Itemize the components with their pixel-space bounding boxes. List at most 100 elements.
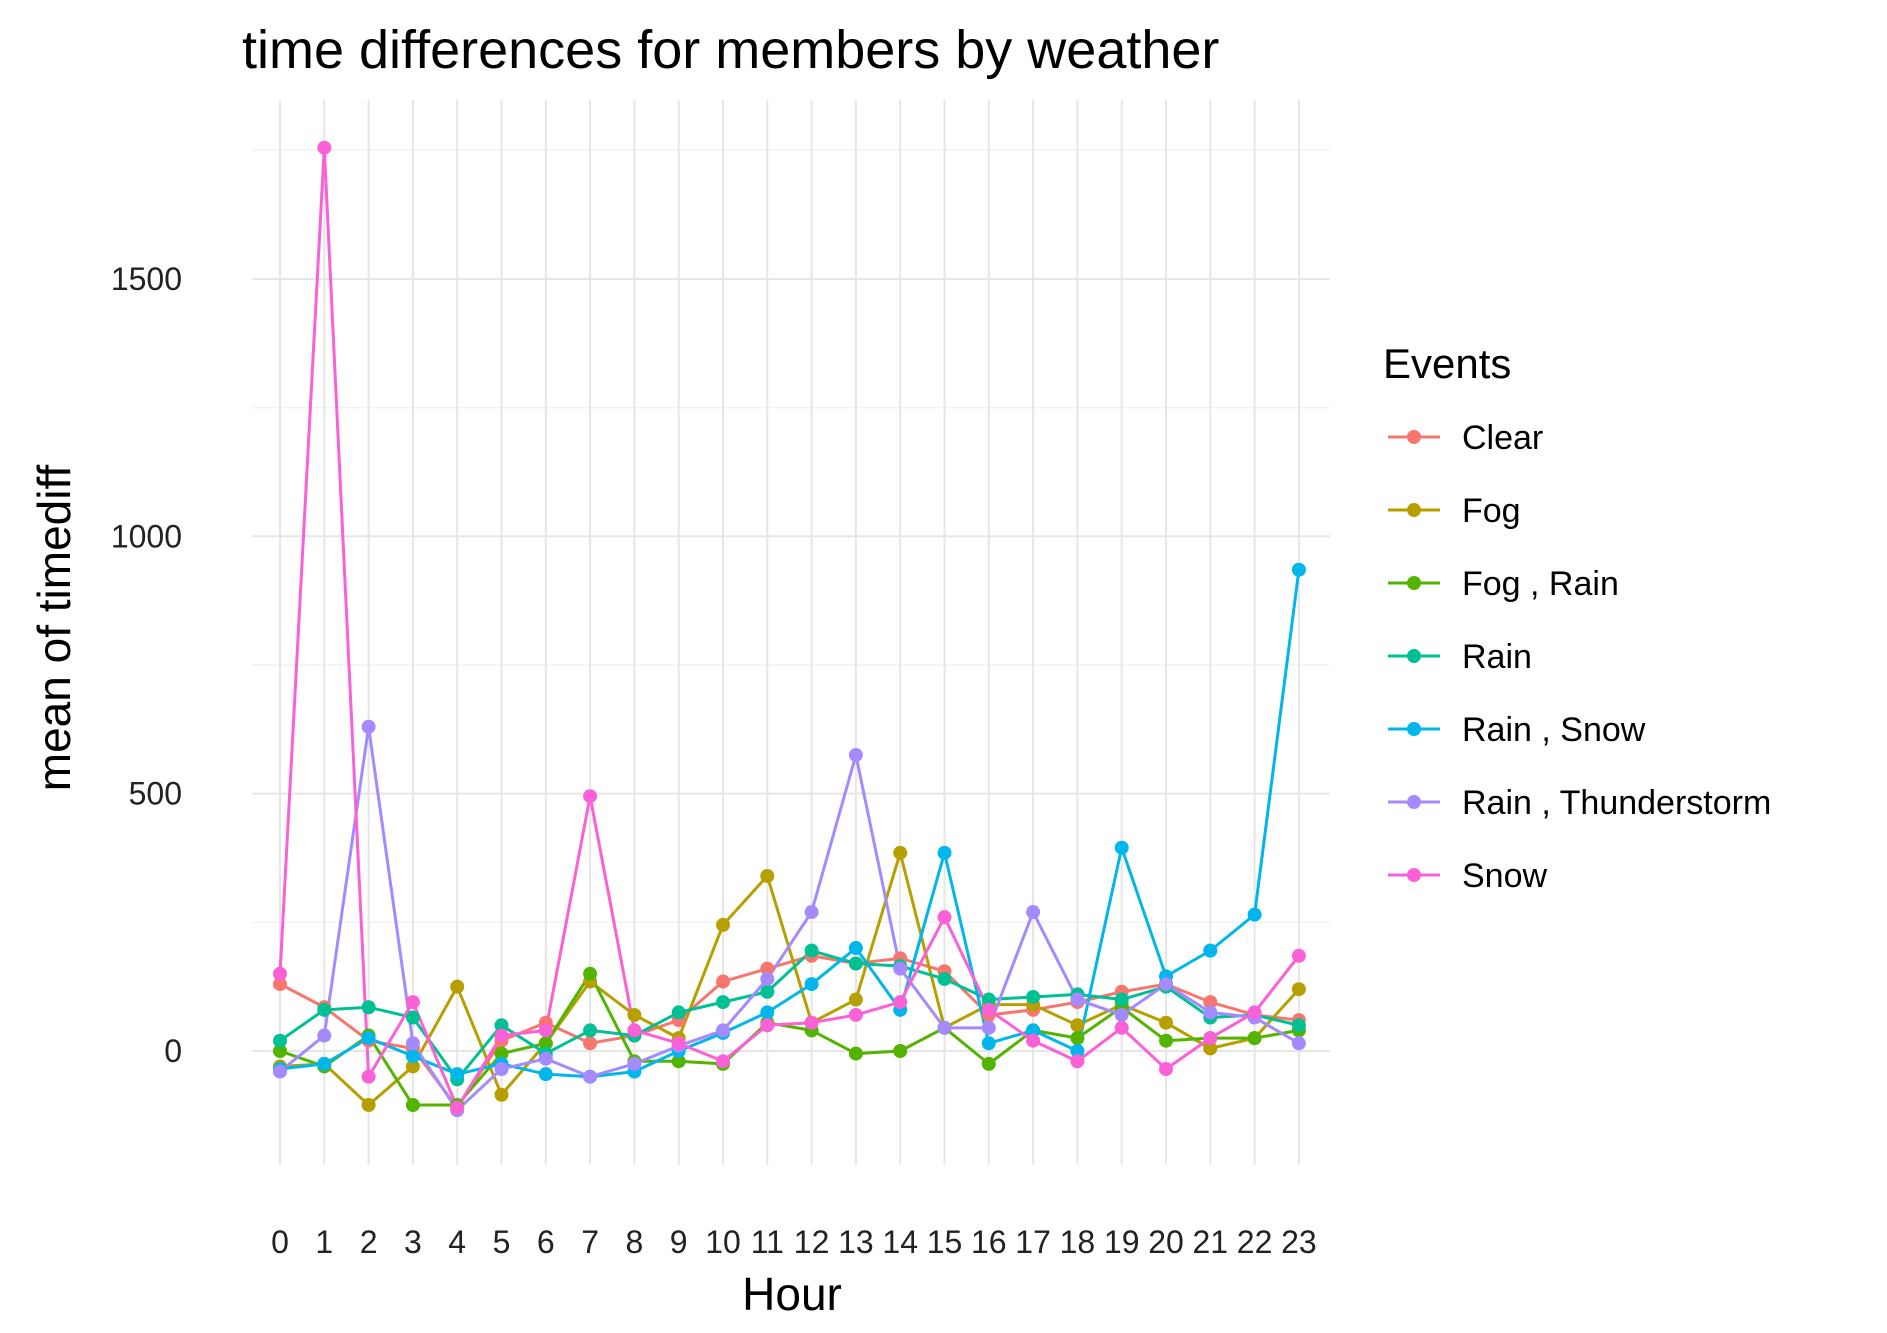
y-tick-label: 1000 (111, 518, 182, 554)
data-point-rain-thunderstorm (405, 1036, 420, 1051)
data-point-clear (273, 977, 287, 992)
data-point-rain (716, 995, 730, 1010)
data-point-rain-thunderstorm (538, 1051, 553, 1066)
data-point-rain-thunderstorm (317, 1028, 332, 1043)
data-point-rain-thunderstorm (937, 1020, 952, 1035)
data-point-rain-snow (981, 1036, 996, 1051)
series-line-rain-thunderstorm (279, 725, 1300, 1112)
data-point-clear (583, 1036, 598, 1051)
data-point-fog (1070, 1018, 1085, 1033)
data-point-rain-thunderstorm (1203, 1005, 1218, 1020)
data-point-rain-snow (1026, 1023, 1041, 1038)
legend-key-point (1407, 576, 1421, 590)
data-point-rain-thunderstorm (1070, 992, 1085, 1007)
data-point-rain-thunderstorm (1026, 905, 1041, 920)
data-point-rain-snow (760, 1005, 775, 1020)
legend-item-clear: Clear (1388, 419, 1543, 457)
legend-item-rain-snow: Rain , Snow (1388, 711, 1646, 749)
legend-key-point (1407, 430, 1421, 444)
legend: Events Clear Fog Fog , Rain Rain Rain , Snow… (1383, 340, 1771, 895)
data-point-snow (317, 140, 332, 155)
data-point-fog-rain (583, 966, 598, 981)
data-point-rain-thunderstorm (716, 1023, 730, 1038)
x-tick-label: 20 (1148, 1224, 1184, 1260)
data-point-clear (1203, 995, 1218, 1010)
data-point-rain-thunderstorm (893, 961, 908, 976)
data-point-rain (760, 984, 775, 999)
data-point-fog-rain (671, 1054, 686, 1069)
data-point-fog-rain (494, 1046, 509, 1061)
x-tick-label: 14 (882, 1224, 918, 1260)
x-axis-ticks: 0 1 2 3 4 5 6 7 8 9 10 11 12 13 14 15 16 17 18 19 20 21 22 23 (271, 1224, 1317, 1260)
legend-label: Rain , Snow (1462, 711, 1646, 749)
x-tick-label: 9 (670, 1224, 688, 1260)
data-point-snow (671, 1036, 686, 1051)
series-line-snow (278, 146, 1301, 1110)
legend-label: Clear (1462, 419, 1543, 457)
data-point-snow (273, 966, 287, 981)
data-point-snow (538, 1023, 553, 1038)
data-point-fog-rain (848, 1046, 863, 1061)
legend-item-fog: Fog (1388, 492, 1521, 530)
data-point-rain (361, 1000, 376, 1015)
data-point-rain-snow (1247, 907, 1262, 922)
data-point-snow (804, 1015, 819, 1030)
series-line-rain (279, 949, 1300, 1081)
x-tick-label: 2 (360, 1224, 378, 1260)
data-point-fog (1291, 982, 1306, 997)
data-point-snow (1291, 948, 1306, 963)
chart-title: time differences for members by weather (242, 20, 1219, 80)
data-point-rain (671, 1005, 686, 1020)
data-point-rain (1026, 989, 1041, 1004)
legend-item-rain-thunderstorm: Rain , Thunderstorm (1388, 784, 1771, 822)
y-axis-title: mean of timediff (28, 465, 80, 792)
x-tick-label: 19 (1104, 1224, 1140, 1260)
data-point-rain-thunderstorm (273, 1064, 287, 1079)
data-point-snow (583, 789, 598, 804)
legend-label: Fog (1462, 492, 1521, 530)
data-point-rain-snow (937, 845, 952, 860)
data-point-snow (716, 1054, 730, 1069)
data-point-rain (848, 956, 863, 971)
data-point-rain-thunderstorm (1291, 1036, 1306, 1051)
data-point-rain-snow (405, 1049, 420, 1064)
x-tick-label: 0 (271, 1224, 289, 1260)
data-point-fog (627, 1007, 642, 1022)
data-point-rain (804, 943, 819, 958)
data-point-rain-thunderstorm (804, 905, 819, 920)
legend-key-point (1407, 868, 1421, 882)
legend-item-rain: Rain (1388, 638, 1532, 676)
series-line-rain-snow (279, 569, 1301, 1079)
data-point-snow (981, 1002, 996, 1017)
data-point-fog (361, 1098, 376, 1113)
x-tick-label: 8 (626, 1224, 644, 1260)
data-point-snow (848, 1007, 863, 1022)
data-point-snow (361, 1069, 376, 1084)
legend-key-point (1407, 795, 1421, 809)
data-point-fog (450, 979, 465, 994)
data-point-rain-thunderstorm (1159, 977, 1173, 992)
data-point-snow (893, 995, 908, 1010)
data-point-snow (937, 910, 952, 925)
data-point-rain-thunderstorm (627, 1056, 642, 1071)
legend-item-snow: Snow (1388, 857, 1547, 895)
x-tick-label: 17 (1015, 1224, 1051, 1260)
x-tick-label: 3 (404, 1224, 422, 1260)
data-point-rain (273, 1033, 287, 1048)
data-point-snow (1026, 1033, 1041, 1048)
data-point-fog (494, 1087, 509, 1102)
data-point-snow (1203, 1031, 1218, 1046)
legend-item-fog-rain: Fog , Rain (1388, 565, 1619, 603)
data-point-rain (1114, 992, 1129, 1007)
data-point-fog (1203, 1041, 1218, 1056)
data-point-rain-thunderstorm (848, 748, 863, 763)
series-lines (278, 146, 1301, 1112)
x-tick-label: 7 (581, 1224, 599, 1260)
data-point-snow (627, 1023, 642, 1038)
data-point-fog (1159, 1015, 1173, 1030)
data-point-snow (1247, 1005, 1262, 1020)
x-tick-label: 6 (537, 1224, 555, 1260)
data-point-rain-thunderstorm (760, 971, 775, 986)
data-point-rain-snow (1114, 840, 1129, 855)
